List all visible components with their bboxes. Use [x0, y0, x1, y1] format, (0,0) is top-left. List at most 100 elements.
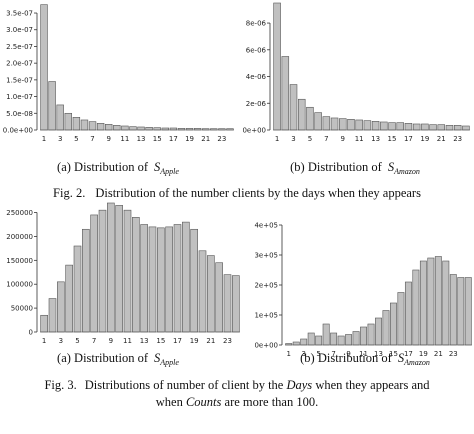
fig-italic: Counts	[186, 395, 222, 409]
bar	[429, 124, 437, 131]
bar	[129, 126, 137, 131]
caption-symbol: S	[398, 351, 405, 365]
fig-text: when	[156, 395, 184, 409]
bar	[352, 331, 360, 346]
x-tick-label: 5	[316, 350, 320, 358]
x-tick-label: 13	[137, 135, 146, 143]
bar	[82, 228, 90, 333]
bar	[330, 117, 339, 131]
bar	[105, 124, 113, 131]
bar	[113, 125, 121, 131]
bar	[165, 226, 173, 333]
bar	[396, 122, 404, 131]
caption-text: (a) Distribution of	[57, 351, 149, 365]
x-tick-label: 21	[201, 135, 210, 143]
x-tick-label: 15	[389, 350, 398, 358]
x-tick-label: 13	[374, 350, 383, 358]
fig-text: Distribution of the number clients by th…	[95, 186, 421, 200]
y-tick-label: 100000	[6, 281, 33, 289]
x-tick-label: 3	[301, 350, 305, 358]
bar	[57, 281, 65, 333]
bar	[300, 338, 308, 346]
bar	[232, 275, 240, 333]
bar	[273, 2, 281, 131]
x-tick-label: 5	[74, 135, 78, 143]
x-tick-label: 23	[453, 135, 462, 143]
y-tick-label: 2e+05	[254, 282, 278, 290]
caption-subscript: Apple	[159, 358, 179, 367]
bar	[306, 106, 314, 131]
bar	[297, 98, 306, 131]
bar	[161, 127, 169, 131]
bar	[157, 227, 165, 333]
fig-text: are more than 100.	[225, 395, 319, 409]
bar	[404, 281, 412, 346]
x-tick-label: 11	[355, 135, 364, 143]
bar	[198, 250, 207, 333]
bar	[390, 302, 397, 346]
x-tick-label: 11	[120, 135, 129, 143]
x-tick-label: 9	[106, 135, 110, 143]
bar	[90, 214, 98, 333]
bar	[153, 127, 161, 131]
fig-label: Fig. 2.	[53, 186, 85, 200]
x-tick-label: 1	[42, 337, 46, 345]
bar	[40, 4, 48, 131]
x-tick-label: 3	[291, 135, 295, 143]
bar	[140, 224, 148, 333]
bar	[96, 123, 105, 131]
x-tick-label: 23	[449, 350, 458, 358]
bar	[289, 84, 298, 131]
bar	[123, 209, 132, 333]
x-tick-label: 3	[58, 135, 62, 143]
y-tick-label: 3e+05	[254, 252, 278, 260]
fig3-caption-line2: when Counts are more than 100.	[156, 395, 318, 409]
x-tick-label: 7	[92, 337, 96, 345]
bar	[223, 274, 232, 333]
x-tick-label: 5	[75, 337, 79, 345]
y-tick-label: 8e-06	[246, 20, 267, 28]
bar	[363, 120, 372, 131]
bar	[355, 119, 363, 131]
y-tick-label: 50000	[11, 305, 33, 313]
bar	[56, 104, 64, 131]
x-tick-label: 19	[419, 350, 428, 358]
y-tick-label: 5.0e-08	[6, 110, 33, 118]
x-tick-label: 11	[359, 350, 368, 358]
bar	[322, 116, 331, 131]
y-tick-label: 2e-06	[246, 100, 267, 108]
bar	[404, 123, 413, 131]
x-tick-label: 11	[123, 337, 132, 345]
panel-caption: (b) Distribution of SAmazon	[290, 160, 420, 176]
bar	[380, 121, 388, 131]
bar	[434, 256, 442, 346]
x-tick-label: 1	[275, 135, 279, 143]
bar	[145, 127, 153, 131]
fig-text: when they appears and	[315, 378, 430, 392]
bar	[215, 262, 223, 333]
x-tick-label: 23	[217, 135, 226, 143]
x-tick-label: 17	[404, 350, 413, 358]
bar	[281, 56, 290, 131]
x-tick-label: 7	[324, 135, 328, 143]
bar	[207, 255, 215, 333]
bar	[464, 277, 472, 346]
y-tick-label: 6e-06	[246, 46, 267, 54]
y-tick-label: 0	[29, 329, 33, 337]
y-tick-label: 4e+05	[254, 222, 278, 230]
bar	[449, 274, 457, 346]
panel-caption: (a) Distribution of SApple	[57, 160, 179, 176]
bar	[115, 205, 123, 333]
x-tick-label: 19	[185, 135, 194, 143]
x-tick-label: 15	[153, 135, 162, 143]
fig-label: Fig. 3.	[44, 378, 76, 392]
bar	[173, 224, 182, 333]
fig-text: Distributions of number of client by the	[85, 378, 284, 392]
bar	[169, 127, 178, 131]
bar	[371, 121, 380, 131]
bar	[148, 226, 157, 333]
fig2-caption: Fig. 2. Distribution of the number client…	[53, 186, 421, 200]
x-tick-label: 17	[404, 135, 413, 143]
caption-symbol: S	[154, 351, 161, 365]
bar	[397, 292, 405, 346]
